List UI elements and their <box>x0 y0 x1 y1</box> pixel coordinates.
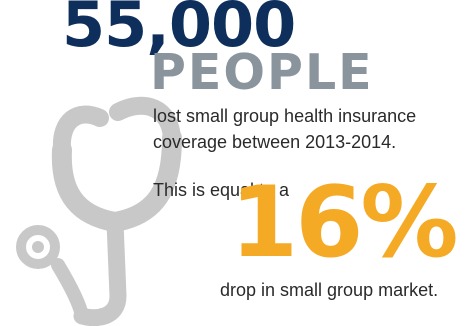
body-line-4: drop in small group market. <box>220 280 439 300</box>
body-line-2: coverage between 2013-2014. <box>153 132 397 152</box>
percent-figure: 16% <box>230 166 459 280</box>
headline-unit: PEOPLE <box>150 44 374 101</box>
body-line-1: lost small group health insurance <box>153 106 417 126</box>
body-line-3: This is equal to a <box>153 180 290 200</box>
headline-number: 55,000 <box>62 0 296 61</box>
